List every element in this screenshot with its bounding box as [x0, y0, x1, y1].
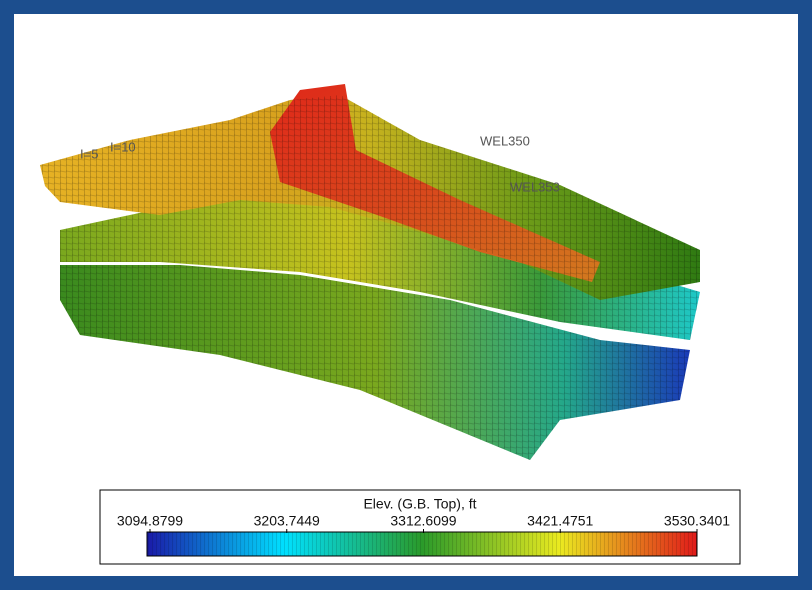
well-label: WEL353 — [510, 179, 560, 194]
colorbar-tick-label: 3530.3401 — [664, 513, 730, 529]
colorbar-title: Elev. (G.B. Top), ft — [363, 496, 476, 512]
well-label: WEL350 — [480, 133, 530, 148]
colorbar: Elev. (G.B. Top), ft 3094.8799 3203.7449 3… — [99, 489, 741, 565]
colorbar-tick-label: 3203.7449 — [254, 513, 320, 529]
colorbar-cells — [146, 531, 698, 557]
grid-index-label: I=5 — [80, 146, 98, 161]
colorbar-tick-label: 3094.8799 — [117, 513, 183, 529]
grid-index-label: I=10 — [110, 139, 136, 154]
colorbar-tick-label: 3312.6099 — [390, 513, 456, 529]
colorbar-tick-label: 3421.4751 — [527, 513, 593, 529]
reservoir-model: I=5 I=10 WEL350 WEL353 — [40, 84, 700, 460]
